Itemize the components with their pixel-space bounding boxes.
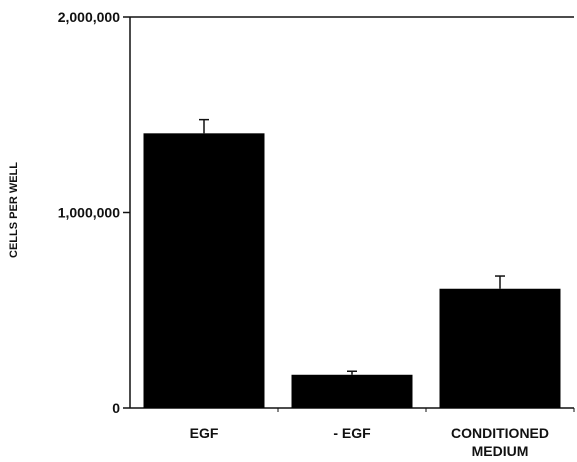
bar	[143, 133, 265, 408]
x-tick-label: CONDITIONED MEDIUM	[451, 425, 549, 459]
y-axis-label: CELLS PER WELL	[8, 162, 20, 258]
y-tick-label: 1,000,000	[58, 205, 120, 221]
x-tick-label: EGF	[190, 425, 219, 441]
bar	[439, 288, 561, 408]
y-axis-ticks: 0 1,000,000 2,000,000	[58, 9, 130, 416]
y-tick-label: 2,000,000	[58, 9, 120, 25]
bar	[291, 374, 413, 408]
x-axis-ticks: EGF - EGF CONDITIONED MEDIUM	[190, 408, 575, 459]
error-bars	[199, 118, 505, 375]
x-tick-label: - EGF	[333, 425, 371, 441]
bars	[143, 133, 561, 408]
y-tick-label: 0	[112, 400, 120, 416]
